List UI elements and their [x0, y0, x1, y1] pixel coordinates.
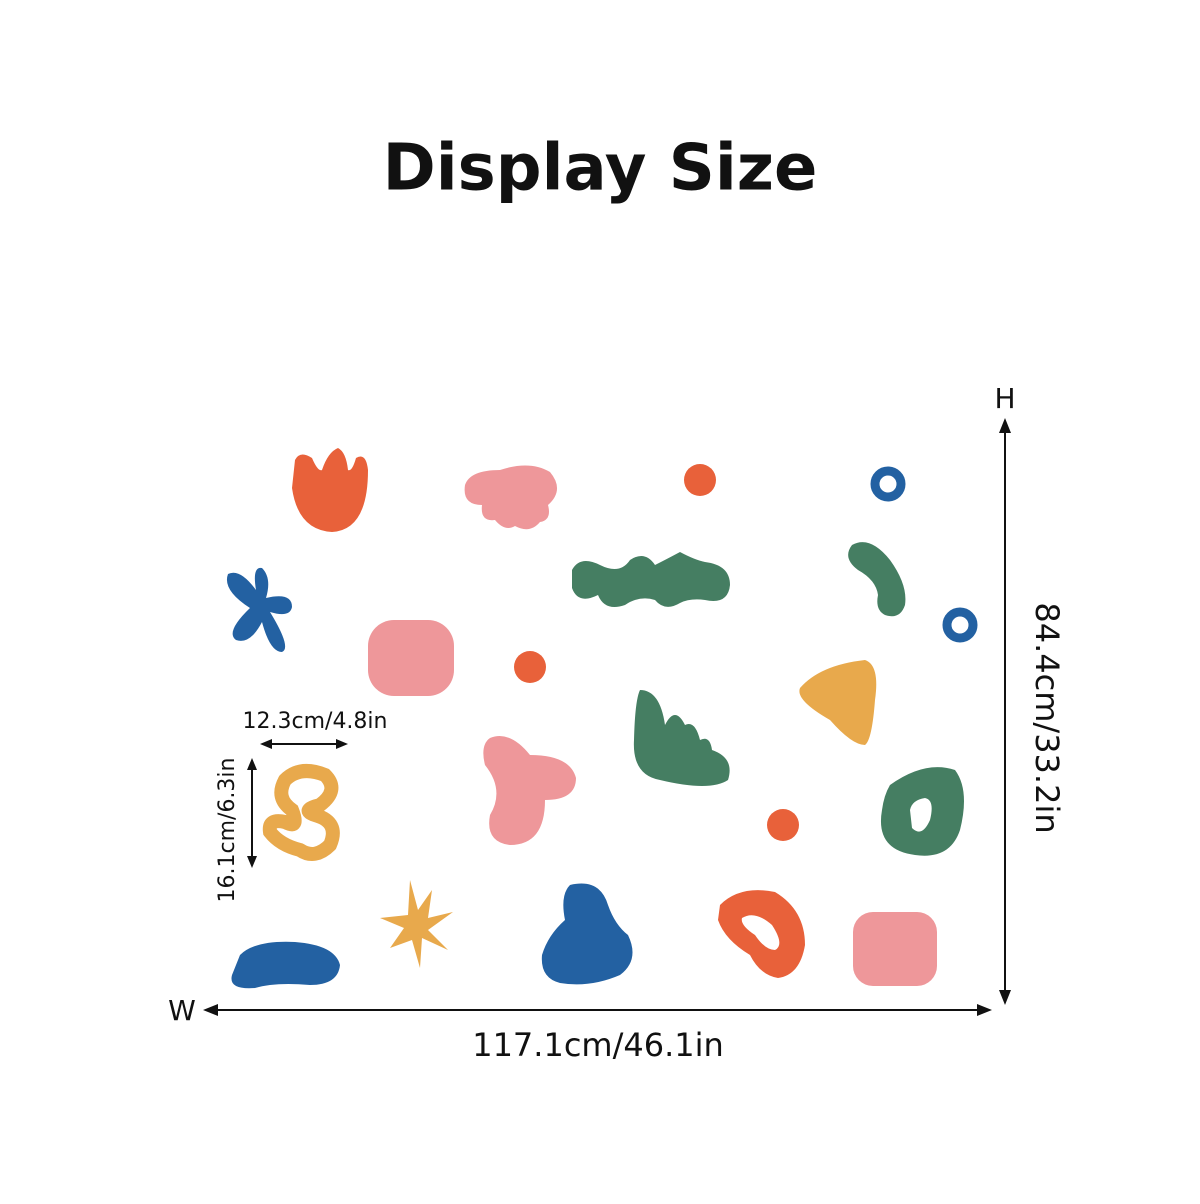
squiggle — [262, 764, 340, 861]
arrowhead — [336, 739, 348, 749]
flower — [226, 567, 292, 652]
tulip — [292, 448, 368, 532]
wave — [572, 552, 730, 608]
width-marker: W — [168, 994, 196, 1027]
bean — [848, 542, 906, 617]
dimension-lines — [203, 418, 1011, 1016]
height-marker: H — [994, 382, 1015, 415]
square — [368, 620, 454, 696]
item-width: 12.3cm/4.8in — [243, 709, 388, 734]
triangle — [799, 660, 877, 745]
arrowhead — [247, 758, 257, 770]
total-width: 117.1cm/46.1in — [472, 1026, 724, 1064]
dot — [767, 809, 799, 841]
title: Display Size — [383, 132, 818, 206]
star — [380, 880, 453, 968]
total-height: 84.4cm/33.2in — [1028, 602, 1066, 833]
blob — [483, 736, 576, 845]
square — [853, 912, 937, 986]
cloud — [464, 465, 558, 530]
arrowhead — [999, 418, 1011, 433]
arrowhead — [977, 1004, 992, 1016]
item-height: 16.1cm/6.3in — [215, 758, 240, 903]
blob — [541, 883, 633, 985]
ring-blob — [718, 890, 805, 978]
arrowhead — [999, 990, 1011, 1005]
dot — [684, 464, 716, 496]
ring — [870, 466, 906, 502]
arrowhead — [260, 739, 272, 749]
leaf — [633, 690, 730, 786]
decal-shapes — [226, 448, 978, 989]
ring-blob — [880, 767, 964, 856]
dot — [514, 651, 546, 683]
ring — [942, 607, 978, 643]
arrowhead — [203, 1004, 218, 1016]
arrowhead — [247, 856, 257, 868]
blob — [231, 941, 340, 989]
